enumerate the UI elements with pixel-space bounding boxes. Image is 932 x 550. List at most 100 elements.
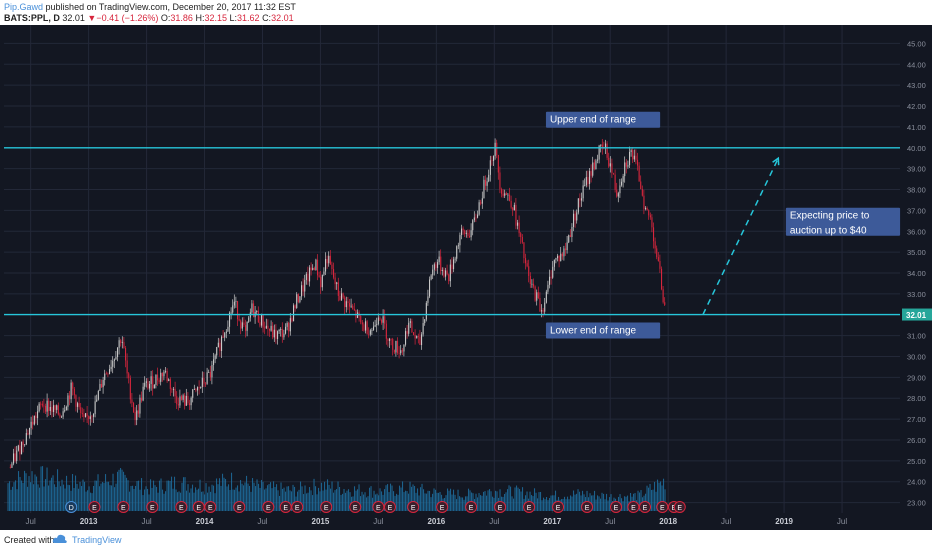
candle-body xyxy=(416,336,418,339)
volume-bar xyxy=(608,497,611,511)
candle-body xyxy=(627,165,629,167)
event-marker-circle xyxy=(175,501,188,513)
volume-bar xyxy=(424,493,426,511)
volume-bar xyxy=(451,494,453,511)
candle-body xyxy=(107,373,109,375)
candle-body xyxy=(179,396,181,406)
volume-bar xyxy=(332,492,335,511)
volume-bar xyxy=(593,490,596,511)
candle-body xyxy=(43,405,45,407)
candle-body xyxy=(166,370,168,381)
candle-body xyxy=(457,245,459,247)
candle-body xyxy=(475,217,477,219)
candle-body xyxy=(641,188,643,196)
candle-body xyxy=(281,329,283,338)
event-marker-circle xyxy=(494,501,507,513)
candle-body xyxy=(27,433,29,435)
candle-body xyxy=(425,302,427,320)
volume-bar xyxy=(242,485,245,511)
y-tick-label: 40.00 xyxy=(907,144,926,153)
candle-body xyxy=(512,207,514,211)
volume-bar xyxy=(427,490,429,511)
annotation-text: Expecting price to xyxy=(790,211,870,222)
volume-bar xyxy=(53,484,56,511)
event-marker-label: E xyxy=(498,505,503,512)
volume-bar xyxy=(353,486,356,511)
candle-body xyxy=(326,259,328,264)
volume-bar xyxy=(124,474,126,511)
candle-body xyxy=(228,312,231,327)
candle-body xyxy=(368,334,370,336)
volume-bar xyxy=(266,485,269,511)
candle-body xyxy=(424,319,426,324)
chart-area[interactable]: Upper end of range Lower end of range Expe… xyxy=(0,25,932,530)
volume-bar xyxy=(607,500,609,511)
volume-bar xyxy=(170,476,173,511)
candle-body xyxy=(558,255,560,262)
x-tick-label: 2019 xyxy=(775,517,793,526)
x-tick-label: Jul xyxy=(373,517,383,526)
event-marker-label: E xyxy=(324,505,329,512)
candle-body xyxy=(145,381,147,383)
volume-bar xyxy=(413,486,416,511)
candle-body xyxy=(219,342,221,352)
candle-body xyxy=(200,386,202,389)
candle-body xyxy=(596,159,599,161)
publish-line: Pip.Gawd published on TradingView.com, D… xyxy=(4,2,296,12)
candle-body xyxy=(232,305,234,313)
candle-body xyxy=(129,377,131,400)
author-link[interactable]: Pip.Gawd xyxy=(4,2,44,12)
volume-bar xyxy=(478,493,480,511)
volume-bar xyxy=(112,473,114,511)
tradingview-brand[interactable]: TradingView xyxy=(72,535,122,545)
volume-bar xyxy=(101,482,104,511)
candle-body xyxy=(169,379,171,389)
candle-body xyxy=(110,366,112,370)
volume-bar xyxy=(130,485,132,511)
candle-body xyxy=(664,302,666,305)
volume-bar xyxy=(289,490,291,511)
candle-body xyxy=(112,360,114,367)
volume-bar xyxy=(265,488,267,511)
volume-bar xyxy=(17,471,20,511)
event-marker-label: E xyxy=(283,505,288,512)
candle-body xyxy=(195,389,197,391)
candle-body xyxy=(148,383,151,389)
candle-body xyxy=(521,237,523,243)
volume-bar xyxy=(397,494,399,511)
candle-body xyxy=(188,403,191,406)
candle-body xyxy=(182,395,184,400)
candle-body xyxy=(72,382,74,389)
volume-bar xyxy=(172,488,174,511)
volume-bar xyxy=(98,486,101,511)
volume-bar xyxy=(638,492,641,511)
volume-bar xyxy=(41,466,44,511)
candle-body xyxy=(468,236,471,238)
candle-body xyxy=(636,159,639,166)
y-tick-label: 36.00 xyxy=(907,227,926,236)
volume-bar xyxy=(406,491,408,511)
volume-bar xyxy=(154,485,156,511)
volume-bar xyxy=(526,491,528,511)
candle-body xyxy=(440,256,442,271)
volume-bar xyxy=(259,487,261,511)
volume-bar xyxy=(400,487,402,511)
earnings-marker: E xyxy=(372,501,385,513)
candle-body xyxy=(137,410,139,414)
candle-body xyxy=(180,396,183,400)
published-text: published on TradingView.com, December 2… xyxy=(45,2,296,12)
price-chart[interactable]: Upper end of range Lower end of range Expe… xyxy=(0,25,932,530)
candle-body xyxy=(302,285,304,292)
candle-body xyxy=(108,369,111,375)
candle-body xyxy=(470,230,472,238)
volume-bar xyxy=(518,489,521,511)
volume-bar xyxy=(661,485,663,511)
y-tick-label: 43.00 xyxy=(907,81,926,90)
candle-body xyxy=(59,414,61,417)
volume-bar xyxy=(649,483,651,511)
y-tick-label: 34.00 xyxy=(907,269,926,278)
candle-body xyxy=(480,202,482,204)
volume-bar xyxy=(550,495,552,511)
volume-bar xyxy=(103,482,105,511)
volume-bar xyxy=(293,486,296,511)
